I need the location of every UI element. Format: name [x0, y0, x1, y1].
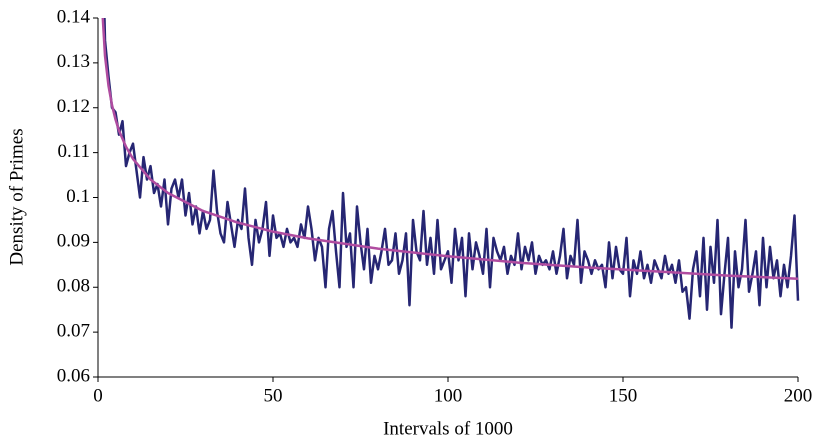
x-tick-label: 100 [434, 385, 463, 406]
y-tick-label: 0.13 [57, 51, 90, 72]
plot-area [101, 18, 800, 329]
y-tick-label: 0.14 [57, 6, 91, 27]
y-tick-label: 0.11 [57, 141, 90, 162]
x-tick-label: 200 [784, 385, 813, 406]
data-line [103, 18, 800, 329]
y-tick-label: 0.09 [57, 231, 90, 252]
data-line [101, 18, 799, 280]
y-tick-label: 0.06 [57, 365, 90, 386]
x-tick-label: 150 [609, 385, 638, 406]
x-axis-label: Intervals of 1000 [383, 418, 513, 439]
y-tick-label: 0.1 [66, 186, 90, 207]
y-tick-label: 0.08 [57, 276, 90, 297]
y-tick-label: 0.12 [57, 96, 90, 117]
x-tick-label: 0 [93, 385, 103, 406]
y-tick-label: 0.07 [57, 320, 90, 341]
y-axis-label: Density of Primes [6, 128, 27, 265]
x-tick-label: 50 [264, 385, 283, 406]
